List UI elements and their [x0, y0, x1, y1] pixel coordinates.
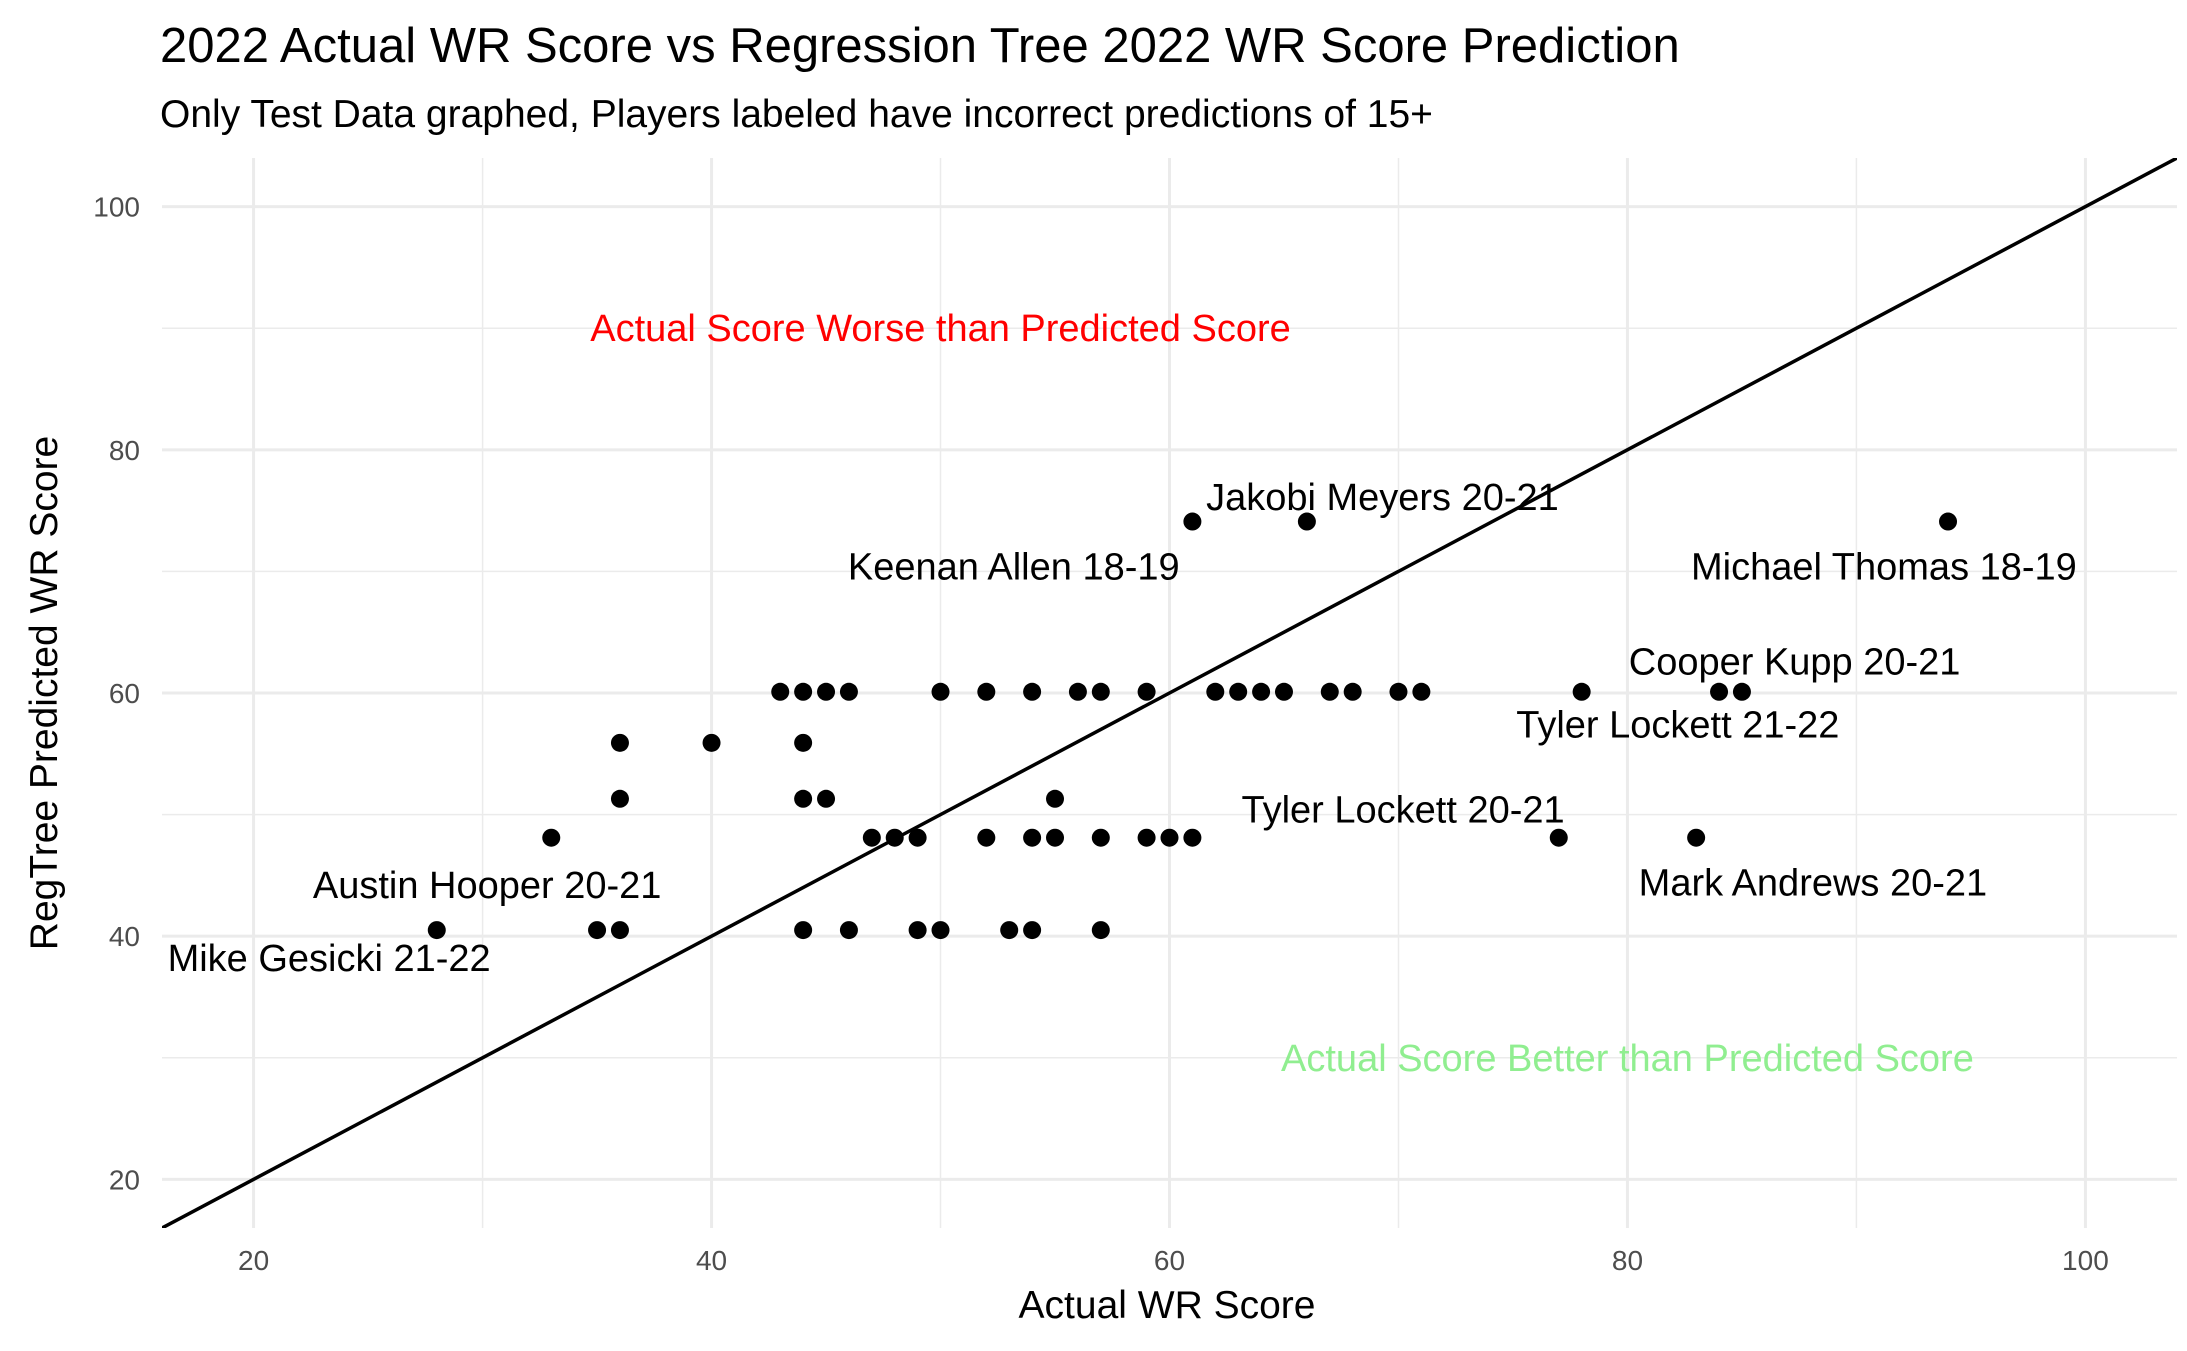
data-point: [610, 733, 629, 752]
data-point: [1732, 682, 1751, 701]
data-point: [542, 828, 561, 847]
point-label: Michael Thomas 18-19: [1691, 547, 2077, 589]
point-labels: Mike Gesicki 21-22 Austin Hooper 20-21 Kee…: [168, 477, 2077, 980]
data-point: [1389, 682, 1408, 701]
data-point: [839, 921, 858, 940]
data-point: [794, 789, 813, 808]
data-point: [1023, 828, 1042, 847]
chart-title: 2022 Actual WR Score vs Regression Tree …: [160, 19, 1680, 73]
data-point: [1252, 682, 1271, 701]
data-point: [1137, 682, 1156, 701]
x-tick-label: 60: [1154, 1245, 1185, 1276]
x-tick-label: 80: [1612, 1245, 1643, 1276]
data-point: [817, 682, 836, 701]
point-label: Austin Hooper 20-21: [313, 865, 662, 907]
point-label: Keenan Allen 18-19: [848, 547, 1180, 589]
data-point: [702, 733, 721, 752]
data-point: [1183, 512, 1202, 531]
y-tick-label: 100: [93, 192, 140, 223]
data-point: [1046, 828, 1065, 847]
point-label: Tyler Lockett 21-22: [1516, 705, 1839, 747]
region-annotation: Actual Score Worse than Predicted Score: [590, 308, 1291, 350]
data-point: [977, 682, 996, 701]
data-point: [1343, 682, 1362, 701]
data-point: [1000, 921, 1019, 940]
data-point: [908, 828, 927, 847]
y-tick-label: 20: [109, 1164, 140, 1195]
data-point: [1297, 512, 1316, 531]
reference-line: [162, 158, 2177, 1228]
data-point: [771, 682, 790, 701]
data-point: [1412, 682, 1431, 701]
data-point: [862, 828, 881, 847]
data-point: [1137, 828, 1156, 847]
data-point: [794, 921, 813, 940]
x-tick-label: 20: [238, 1245, 269, 1276]
point-label: Jakobi Meyers 20-21: [1206, 477, 1559, 519]
region-annotation: Actual Score Better than Predicted Score: [1281, 1038, 1974, 1080]
data-point: [1274, 682, 1293, 701]
x-axis-ticks: 20 40 60 80 100: [238, 1245, 2109, 1276]
y-tick-label: 40: [109, 921, 140, 952]
point-label: Tyler Lockett 20-21: [1241, 790, 1564, 832]
point-label: Cooper Kupp 20-21: [1629, 641, 1961, 683]
data-point: [1687, 828, 1706, 847]
point-label: Mark Andrews 20-21: [1639, 863, 1988, 905]
data-point: [1160, 828, 1179, 847]
x-axis-title: Actual WR Score: [1019, 1284, 1316, 1327]
data-point: [794, 682, 813, 701]
data-point: [1939, 512, 1958, 531]
y-tick-label: 80: [109, 435, 140, 466]
reference-line-layer: [162, 158, 2177, 1228]
data-point: [908, 921, 927, 940]
data-point: [839, 682, 858, 701]
region-annotations: Actual Score Worse than Predicted Score A…: [590, 308, 1974, 1080]
data-point: [977, 828, 996, 847]
data-point: [1091, 682, 1110, 701]
data-point: [1710, 682, 1729, 701]
data-point: [427, 921, 446, 940]
y-axis-ticks: 20 40 60 80 100: [93, 192, 140, 1196]
x-tick-label: 40: [696, 1245, 727, 1276]
data-point: [1023, 921, 1042, 940]
data-point: [1183, 828, 1202, 847]
data-point: [1572, 682, 1591, 701]
data-point: [1091, 828, 1110, 847]
data-point: [1068, 682, 1087, 701]
data-point: [1091, 921, 1110, 940]
data-point: [1046, 789, 1065, 808]
x-tick-label: 100: [2062, 1245, 2109, 1276]
data-point: [794, 733, 813, 752]
data-point: [931, 682, 950, 701]
data-point: [610, 789, 629, 808]
data-points: [427, 512, 1958, 940]
data-point: [610, 921, 629, 940]
data-point: [931, 921, 950, 940]
data-point: [588, 921, 607, 940]
data-point: [1023, 682, 1042, 701]
data-point: [817, 789, 836, 808]
point-label: Mike Gesicki 21-22: [168, 938, 491, 980]
chart-subtitle: Only Test Data graphed, Players labeled …: [160, 93, 1433, 136]
y-tick-label: 60: [109, 678, 140, 709]
data-point: [885, 828, 904, 847]
data-point: [1320, 682, 1339, 701]
data-point: [1206, 682, 1225, 701]
y-axis-title: RegTree Predicted WR Score: [23, 436, 66, 950]
data-point: [1549, 828, 1568, 847]
data-point: [1229, 682, 1248, 701]
